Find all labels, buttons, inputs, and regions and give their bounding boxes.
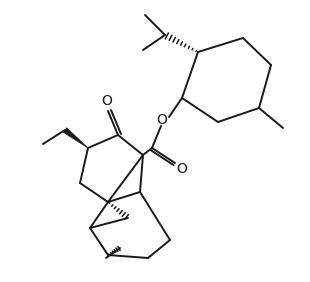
Text: O: O	[102, 94, 113, 108]
Text: O: O	[177, 162, 188, 176]
Text: O: O	[157, 113, 167, 127]
Polygon shape	[63, 128, 88, 148]
